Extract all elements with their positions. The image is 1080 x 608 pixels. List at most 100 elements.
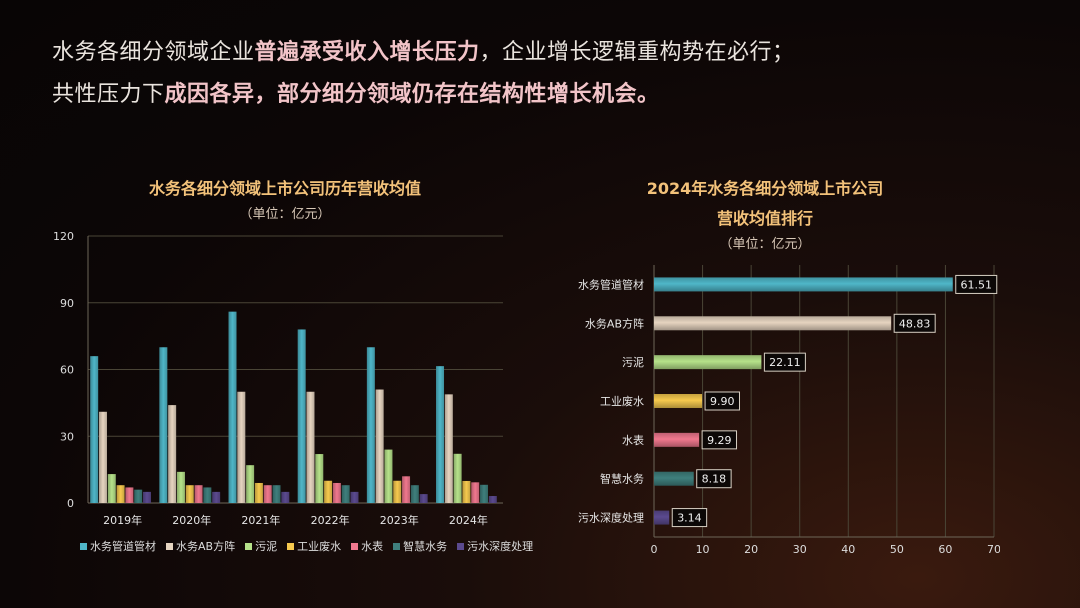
bar-污水深度处理-2022年 [350,491,359,503]
bar-水务AB方阵-2023年 [375,389,384,503]
x-tick-label: 20 [744,543,758,556]
value-label: 8.18 [702,473,727,486]
legend-label: 污水深度处理 [467,540,534,553]
bar-水表-2022年 [332,482,341,503]
bar-工业废水-2020年 [185,485,194,503]
legend-swatch [457,542,465,550]
bar-水务AB方阵-2019年 [98,411,107,503]
y-tick-label: 0 [67,497,74,510]
bar-智慧水务-2020年 [203,487,212,503]
value-label-box [704,391,740,411]
bar-工业废水-2024年 [462,480,471,503]
value-label-box [671,508,708,528]
bar-水表-2020年 [194,485,203,503]
x-tick-label: 10 [696,543,710,556]
right-chart-title-line-2: 营收均值排行 [716,209,813,228]
legend-label: 污泥 [255,540,278,553]
x-tick-label: 0 [651,543,658,556]
x-tick-label: 2020年 [172,513,211,527]
bar-工业废水-2019年 [116,485,125,503]
y-category-label: 水务管道管材 [578,277,644,291]
bar-智慧水务-2024年 [480,484,489,503]
bar-污泥 [654,355,762,370]
y-tick-label: 60 [60,364,74,377]
right-chart: 0 10 20 30 40 50 60 70 水务管道管材 61.51 水务AB方阵 48.83 污泥 2… [578,265,1000,556]
legend-item: 工业废水 [287,538,341,554]
line2-segment: 共性压力下 [52,82,165,107]
bar-水务AB方阵-2024年 [444,394,453,503]
legend-label: 工业废水 [297,540,342,553]
bar-智慧水务-2022年 [341,485,350,503]
bar-水表-2021年 [263,485,272,503]
y-category-label: 水务AB方阵 [585,316,644,330]
value-label: 9.90 [710,395,735,408]
right-chart-unit: （单位：亿元） [719,237,811,252]
bar-智慧水务 [654,471,694,486]
value-label: 48.83 [899,317,931,330]
line2-segment: 成因各异，部分细分领域仍存在结构性增长机会。 [164,82,660,107]
bar-污水深度处理-2020年 [212,491,221,503]
x-tick-label: 2021年 [241,513,280,527]
bar-水务管道管材 [654,277,953,292]
y-tick-label: 30 [60,430,74,443]
bar-水表-2024年 [471,482,480,503]
bar-污水深度处理 [654,510,670,525]
y-category-label: 智慧水务 [600,472,644,486]
bar-污泥-2022年 [315,454,324,503]
y-tick-label: 90 [60,297,74,310]
y-category-label: 污泥 [622,356,644,369]
x-tick-label: 2019年 [103,513,142,527]
bar-工业废水 [654,394,703,408]
bar-污水深度处理-2019年 [142,491,151,503]
bar-工业废水-2021年 [254,482,263,503]
legend-swatch [287,542,295,550]
value-label: 9.29 [707,434,732,447]
bar-污泥-2020年 [176,471,185,503]
legend-label: 水表 [361,540,384,553]
x-tick-label: 60 [938,543,952,556]
bar-水表-2019年 [125,487,134,503]
legend-label: 智慧水务 [403,540,448,553]
y-category-label: 工业废水 [600,394,644,408]
x-tick-label: 70 [987,543,1000,556]
line1-segment: ，企业增长逻辑重构势在必行； [479,40,795,65]
value-label: 3.14 [677,512,702,525]
legend-swatch [80,542,87,550]
bar-水务管道管材-2020年 [159,347,168,503]
legend-item: 水务AB方阵 [166,538,235,554]
legend-label: 水务管道管材 [90,540,156,553]
y-category-label: 污水深度处理 [578,511,644,525]
y-category-label: 水表 [622,433,644,447]
value-label-box [955,274,998,294]
left-chart: 0 30 60 90 120 2019年 2020年 2021年 2022年 2023年 2024年 [53,230,503,527]
value-label: 22.11 [769,356,801,369]
legend-item: 污泥 [245,538,277,554]
bar-工业废水-2022年 [324,480,333,503]
bar-污泥-2019年 [107,474,116,503]
x-tick-label: 2023年 [380,513,419,527]
legend-label: 水务AB方阵 [176,540,236,553]
line1-segment: 普遍承受收入增长压力 [254,40,480,65]
line1-segment: 水务各细分领域企业 [52,40,255,65]
legend-swatch [351,542,359,550]
bar-污泥-2023年 [384,449,393,503]
bar-水务管道管材-2023年 [366,347,375,503]
bar-污水深度处理-2021年 [281,491,290,503]
legend-swatch [166,542,173,550]
bar-水务AB方阵-2022年 [306,391,315,503]
bar-水表-2023年 [402,476,411,503]
x-tick-label: 30 [793,543,807,556]
value-label-box [763,352,806,372]
bar-水务AB方阵-2021年 [237,391,246,503]
bar-智慧水务-2023年 [410,485,419,503]
value-label-box [696,469,732,489]
bar-水务AB方阵-2020年 [168,405,177,503]
y-tick-label: 120 [53,230,74,243]
legend-item: 智慧水务 [393,538,447,554]
bar-水务AB方阵 [654,316,892,331]
bar-水表 [654,432,700,447]
bar-污泥-2024年 [453,453,462,503]
bar-工业废水-2023年 [393,480,402,503]
value-label-box [701,430,738,450]
bar-水务管道管材-2024年 [436,366,445,503]
